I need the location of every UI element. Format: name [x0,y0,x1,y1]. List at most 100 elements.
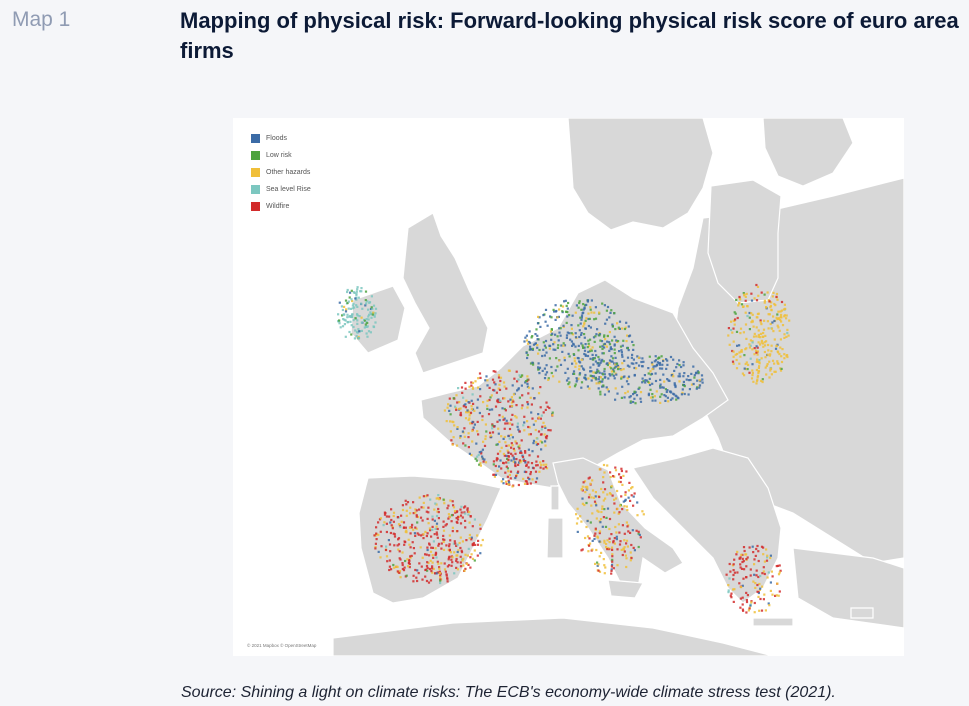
risk-dot [449,539,452,542]
risk-dot [492,460,495,463]
risk-dot [559,304,563,307]
risk-dot [510,401,514,404]
risk-dot [756,376,759,379]
risk-dot [595,333,598,336]
risk-dot [608,359,612,362]
risk-dot [779,346,782,349]
risk-dot [622,548,625,551]
risk-dot [471,429,474,432]
risk-dot [615,373,618,376]
risk-dot [523,415,526,418]
risk-dot [765,548,768,551]
risk-dot [622,474,625,477]
risk-dot [777,351,780,354]
risk-dot [594,502,597,505]
risk-dot [526,378,529,381]
risk-dot [623,546,626,549]
risk-dot [548,347,551,350]
risk-dot [598,376,601,379]
risk-dot [550,328,553,331]
risk-dot [598,334,601,337]
risk-dot [635,362,638,365]
risk-dot [745,337,748,340]
risk-dot [623,359,626,362]
risk-dot [536,338,539,341]
risk-dot [586,487,589,490]
risk-dot [624,554,627,557]
risk-dot [380,545,383,548]
risk-dot [379,530,382,533]
risk-dot [626,347,629,350]
risk-dot [402,569,406,572]
risk-dot [762,546,765,549]
risk-dot [640,360,643,364]
risk-dot [471,420,474,423]
risk-dot [543,425,546,428]
risk-dot [620,396,623,399]
map-attribution[interactable]: © 2021 Mapbox © OpenStreetMap [247,643,317,648]
risk-dot [584,491,587,494]
risk-dot [566,367,569,370]
risk-dot [524,450,527,453]
risk-dot [429,529,432,532]
risk-dot [458,541,461,545]
risk-dot [507,444,510,447]
risk-dot [503,435,506,439]
risk-dot [484,379,487,382]
risk-dot [650,361,654,364]
risk-dot [397,538,400,541]
risk-dot [528,330,531,333]
risk-dot [592,371,595,374]
risk-dot [437,494,440,497]
risk-dot [536,455,540,458]
risk-dot [667,379,670,382]
risk-dot [735,553,738,556]
risk-dot [574,345,577,348]
risk-dot [743,568,746,571]
north-africa-land [332,617,774,656]
risk-map[interactable]: Floods Low risk Other hazards Sea level … [233,118,904,656]
risk-dot [741,608,744,611]
risk-dot [571,344,574,347]
risk-dot [758,588,761,591]
risk-dot [510,442,513,445]
risk-dot [692,382,695,386]
risk-dot [654,365,657,368]
risk-dot [739,355,742,358]
risk-dot [417,572,420,575]
risk-dot [600,487,603,491]
risk-dot [446,507,449,510]
risk-dot [595,504,598,507]
risk-dot [534,470,538,473]
risk-dot [745,611,748,614]
risk-dot [427,561,430,565]
risk-dot [364,323,367,326]
finland-land [762,118,854,187]
risk-dot [536,437,539,440]
risk-dot [507,434,510,438]
risk-dot [556,346,559,349]
risk-dot [759,597,762,601]
risk-dot [523,429,526,432]
risk-dot [494,464,497,468]
risk-dot [619,480,622,484]
risk-dot [780,367,783,370]
risk-dot [502,478,505,481]
risk-dot [614,525,617,529]
risk-dot [496,399,499,402]
risk-dot [510,446,513,449]
risk-dot [421,578,424,581]
risk-dot [516,425,519,428]
risk-dot [607,377,610,380]
risk-dot [358,315,361,318]
risk-dot [594,495,597,498]
risk-dot [751,545,754,548]
risk-dot [631,340,634,343]
risk-dot [373,534,376,537]
risk-dot [552,375,555,378]
risk-dot [408,543,411,546]
risk-dot [625,380,629,383]
risk-dot [748,343,751,346]
risk-dot [529,482,532,485]
risk-dot [483,458,486,461]
